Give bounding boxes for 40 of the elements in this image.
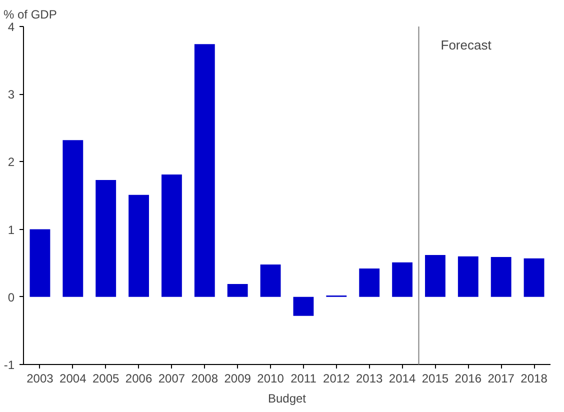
x-tick-label: 2017 [488,372,515,386]
bar [359,268,380,297]
bar [524,258,544,297]
x-tick-label: 2003 [26,372,54,386]
x-tick-label: 2014 [388,372,416,386]
y-tick-label: 3 [8,88,15,102]
bar [227,284,248,297]
bar [458,256,478,297]
bar [194,44,215,297]
bar [62,140,84,297]
bar [30,229,50,297]
y-tick-label: 4 [8,20,15,34]
y-tick-label: 1 [8,222,15,237]
x-tick-label: 2013 [356,372,384,386]
x-tick-label: 2010 [257,372,284,386]
bar [96,180,116,297]
x-tick-label: 2016 [454,372,482,386]
x-tick-label: 2004 [60,372,87,386]
bar [392,262,412,297]
x-tick-label: 2009 [224,372,252,386]
x-tick-label: 2005 [92,372,120,386]
x-tick-label: 2008 [191,372,218,386]
y-axis-title: % of GDP [4,8,57,22]
x-tick-label: 2006 [125,372,152,386]
y-tick-label: 0 [8,290,15,304]
bar [293,296,314,316]
y-tick-label: -1 [4,358,15,372]
bar [490,257,512,297]
bar [128,194,149,297]
x-tick-label: 2015 [422,372,449,386]
bar [162,174,182,297]
y-tick-label: 2 [8,155,15,170]
x-axis-title: Budget [268,392,307,406]
x-tick-label: 2011 [290,372,317,386]
bar [260,264,281,297]
ref-line-label: Forecast [440,38,492,52]
x-tick-label: 2007 [158,372,186,386]
x-tick-label: 2012 [323,372,350,386]
x-tick-label: 2018 [520,372,548,386]
bar [425,254,446,297]
